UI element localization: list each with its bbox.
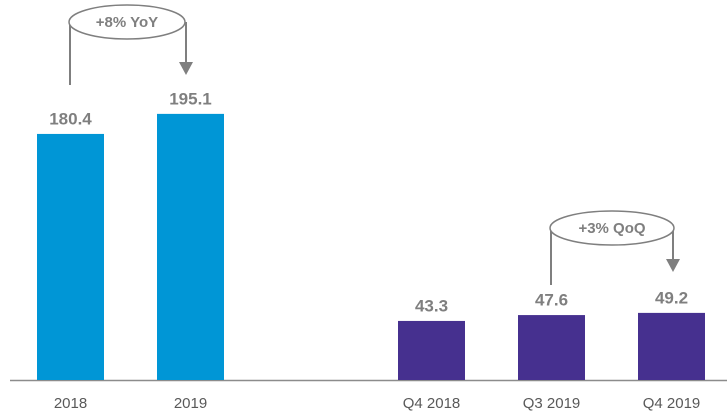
value-label: 180.4 xyxy=(49,109,92,128)
value-label: 43.3 xyxy=(415,296,448,315)
category-label: 2018 xyxy=(54,395,87,412)
annotation-bubble xyxy=(549,210,675,246)
bar xyxy=(518,315,585,380)
value-label: 49.2 xyxy=(655,288,688,307)
bar xyxy=(398,320,465,380)
category-label: 2019 xyxy=(174,395,207,412)
bar xyxy=(157,113,224,380)
value-label: 47.6 xyxy=(535,291,568,310)
annotation-text: +8% YoY xyxy=(96,14,158,31)
category-label: Q3 2019 xyxy=(523,395,581,412)
annotation-arrow xyxy=(179,62,193,75)
annotation-text: +3% QoQ xyxy=(578,220,645,237)
annotation-bubble xyxy=(68,4,186,40)
bar xyxy=(37,133,104,380)
bar xyxy=(638,312,705,380)
category-label: Q4 2018 xyxy=(403,395,461,412)
category-label: Q4 2019 xyxy=(643,395,701,412)
value-label: 195.1 xyxy=(169,89,212,108)
annotation-arrow xyxy=(666,259,680,272)
